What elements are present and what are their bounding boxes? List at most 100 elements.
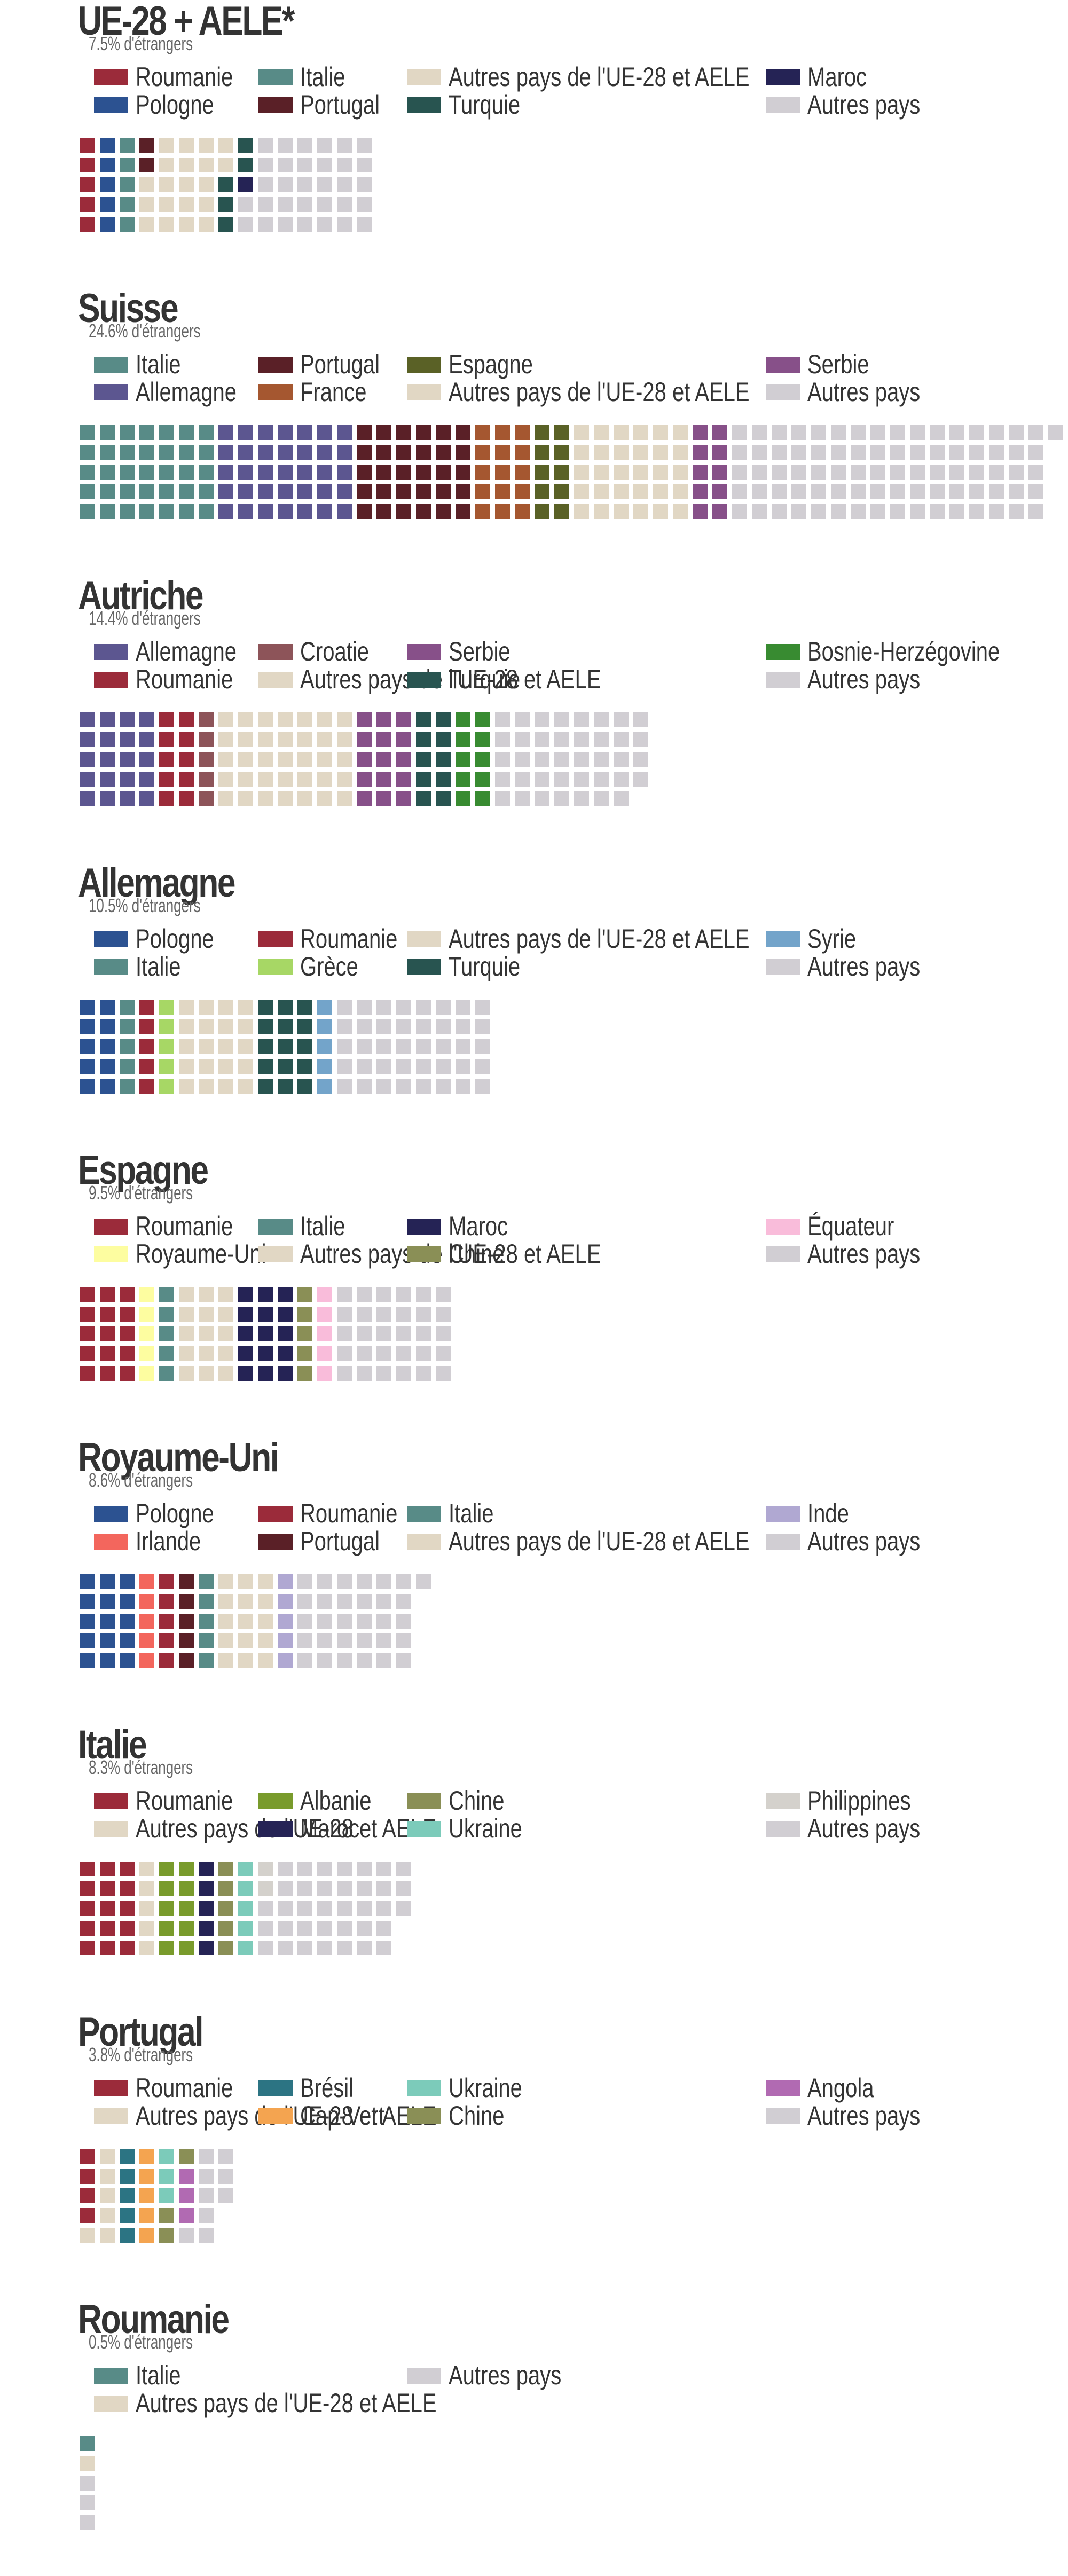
waffle-square [100,2188,115,2203]
waffle-square [80,2228,95,2243]
waffle-square [120,1881,135,1896]
waffle-square [851,484,866,499]
waffle-square [120,772,135,787]
waffle-square [475,484,490,499]
waffle-square [456,772,470,787]
waffle-square [159,1594,174,1609]
waffle-square [258,1346,273,1361]
waffle-square [278,445,293,460]
waffle-square [159,1921,174,1936]
legend-label: Bosnie-Herzégovine [807,637,1000,666]
panel-title: UE-28 + AELE* [78,0,295,44]
waffle-square [238,1614,253,1629]
legend-label: Portugal [300,90,380,120]
waffle-square [139,1019,154,1034]
waffle-square [653,425,668,440]
waffle-square [139,1059,154,1074]
waffle-square [218,197,233,212]
waffle-square [218,504,233,519]
waffle-square [218,1287,233,1302]
waffle-square [633,504,648,519]
waffle-square [80,2188,95,2203]
waffle-square [278,1614,293,1629]
waffle-square [100,1346,115,1361]
waffle-square [297,791,312,806]
legend-swatch [94,1219,128,1235]
waffle-square [416,445,431,460]
waffle-square [317,1862,332,1876]
waffle-square [910,484,925,499]
waffle-square [693,484,708,499]
waffle-square [376,1594,391,1609]
legend-label: Roumanie [136,1786,233,1816]
waffle-square [258,1594,273,1609]
legend-swatch [258,97,293,113]
waffle-square [199,1594,214,1609]
waffle-square [238,1366,253,1381]
waffle-square [772,465,787,480]
waffle-square [120,1594,135,1609]
panel-title: Allemagne [78,860,235,906]
legend-swatch [766,931,800,947]
legend-swatch [766,69,800,85]
waffle-square [949,445,964,460]
waffle-square [297,772,312,787]
waffle-square [396,1366,411,1381]
waffle-square [357,1039,372,1054]
legend-swatch [407,2080,441,2096]
waffle-square [297,1862,312,1876]
legend-label: Autres pays [807,90,921,120]
waffle-square [179,772,194,787]
waffle-square [712,484,727,499]
waffle-square [337,1019,352,1034]
waffle-square [258,1653,273,1668]
waffle-square [317,1039,332,1054]
waffle-square [910,465,925,480]
panel-title: Autriche [78,573,204,618]
legend: Roumanie Royaume-Uni Italie Autres pays de … [0,1212,1068,1271]
waffle-square [179,1941,194,1955]
waffle-square [80,1901,95,1916]
waffle-square [159,1346,174,1361]
waffle-square [357,791,372,806]
legend-swatch [94,1821,128,1837]
waffle-square [297,445,312,460]
legend-label: Autres pays [807,1239,921,1269]
waffle-square [337,732,352,747]
waffle-square [475,465,490,480]
waffle-square [337,425,352,440]
waffle-square [594,772,609,787]
waffle-square [199,1039,214,1054]
waffle-square [752,445,767,460]
waffle-square [238,1019,253,1034]
waffle-square [80,1921,95,1936]
waffle-square [238,445,253,460]
waffle-square [574,484,589,499]
waffle-square [633,772,648,787]
waffle-square [199,2208,214,2223]
waffle-square [218,217,233,232]
legend-label: Croatie [300,637,369,666]
legend-swatch [766,97,800,113]
waffle-square [218,158,233,172]
waffle-square [554,712,569,727]
waffle-square [574,752,589,767]
waffle-square [159,1079,174,1094]
legend-swatch [94,2080,128,2096]
waffle-square [1009,504,1024,519]
waffle-square [80,752,95,767]
waffle-square [614,791,629,806]
waffle-square [475,1079,490,1094]
waffle-square [120,1326,135,1341]
waffle-square [80,445,95,460]
waffle-square [297,1326,312,1341]
legend-swatch [766,1506,800,1522]
waffle-square [139,1921,154,1936]
waffle-square [238,158,253,172]
legend-swatch [94,2108,128,2124]
waffle-square [495,772,510,787]
legend-label: Roumanie [136,664,233,694]
waffle-square [297,1366,312,1381]
legend-label: Autres pays [807,2101,921,2131]
